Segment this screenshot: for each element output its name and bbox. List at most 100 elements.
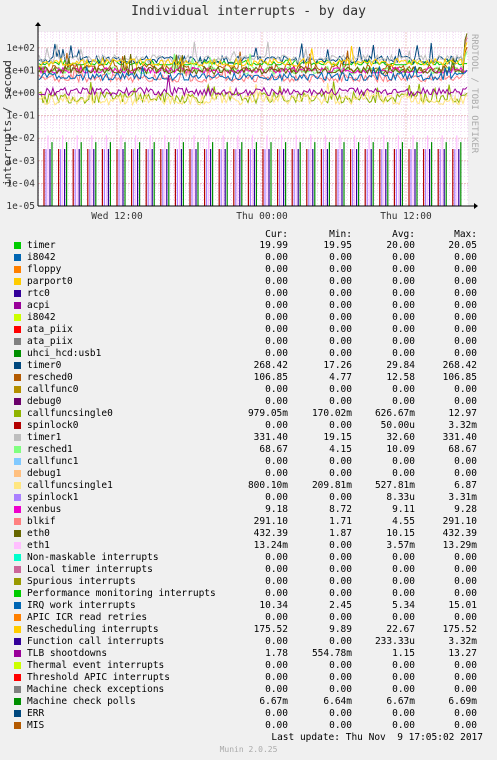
legend-name: resched0: [27, 372, 73, 383]
y-tick-label: 1e+00: [6, 88, 35, 99]
legend-row: ata_piix 0.00 0.00 0.00 0.00: [0, 336, 497, 348]
legend-row: callfuncsingle1 800.10m 209.81m 527.81m 6.87: [0, 480, 497, 492]
legend-row: IRQ work interrupts 10.34 2.45 5.34 15.01: [0, 600, 497, 612]
legend-min: 9.89: [329, 624, 352, 635]
legend-avg: 0.00: [392, 672, 415, 683]
legend-max: 0.00: [454, 576, 477, 587]
legend-swatch: [14, 458, 21, 465]
legend-cur: 268.42: [253, 360, 288, 371]
chart-title: Individual interrupts - by day: [131, 4, 366, 19]
legend-max: 175.52: [442, 624, 477, 635]
legend-cur: 0.00: [265, 660, 288, 671]
legend-avg: 0.00: [392, 552, 415, 563]
legend-max: 3.32m: [448, 420, 477, 431]
legend-max: 268.42: [442, 360, 477, 371]
legend-avg: 527.81m: [374, 480, 415, 491]
legend-name: TLB shootdowns: [27, 648, 108, 659]
legend-cur: 175.52: [253, 624, 288, 635]
legend-min: 1.87: [329, 528, 352, 539]
legend-name: timer0: [27, 360, 62, 371]
legend-avg: 0.00: [392, 288, 415, 299]
legend-swatch: [14, 278, 21, 285]
legend-min: 209.81m: [311, 480, 352, 491]
series-line: [38, 37, 468, 84]
legend-max: 432.39: [442, 528, 477, 539]
legend-row: Threshold APIC interrupts 0.00 0.00 0.00 0.0…: [0, 672, 497, 684]
legend-row: debug0 0.00 0.00 0.00 0.00: [0, 396, 497, 408]
x-tick-label: Wed 12:00: [91, 211, 143, 222]
legend-row: Rescheduling interrupts 175.52 9.89 22.67 17…: [0, 624, 497, 636]
legend-swatch: [14, 290, 21, 297]
legend-name: spinlock1: [27, 492, 79, 503]
series-line: [38, 81, 468, 105]
legend-min: 0.00: [329, 324, 352, 335]
legend-avg: 20.00: [386, 240, 415, 251]
legend-swatch: [14, 470, 21, 477]
legend-min: 0.00: [329, 468, 352, 479]
munin-version: Munin 2.0.25: [219, 745, 278, 754]
legend-swatch: [14, 722, 21, 729]
legend-swatch: [14, 614, 21, 621]
legend-name: Spurious interrupts: [27, 576, 136, 587]
legend-swatch: [14, 638, 21, 645]
legend-avg: 6.67m: [386, 696, 415, 707]
legend-max: 331.40: [442, 432, 477, 443]
series-line: [38, 66, 468, 83]
legend-cur: 0.00: [265, 672, 288, 683]
legend-min: 4.15: [329, 444, 352, 455]
legend-swatch: [14, 578, 21, 585]
legend-row: resched0 106.85 4.77 12.58 106.85: [0, 372, 497, 384]
legend-min: 0.00: [329, 660, 352, 671]
legend-max: 20.05: [448, 240, 477, 251]
legend-name: IRQ work interrupts: [27, 600, 136, 611]
legend-swatch: [14, 674, 21, 681]
legend-avg: 0.00: [392, 564, 415, 575]
series-spikes: [47, 135, 458, 206]
legend-swatch: [14, 362, 21, 369]
legend-cur: 0.00: [265, 636, 288, 647]
legend-row: timer1 331.40 19.15 32.60 331.40: [0, 432, 497, 444]
legend-min: 0.00: [329, 420, 352, 431]
legend-name: Local timer interrupts: [27, 564, 153, 575]
legend-row: resched1 68.67 4.15 10.09 68.67: [0, 444, 497, 456]
legend-swatch: [14, 590, 21, 597]
legend-row: floppy 0.00 0.00 0.00 0.00: [0, 264, 497, 276]
legend-avg: 0.00: [392, 468, 415, 479]
legend-cur: 979.05m: [247, 408, 288, 419]
x-tick-label: Thu 12:00: [380, 211, 432, 222]
legend-row: Function call interrupts 0.00 0.00 233.33u 3…: [0, 636, 497, 648]
y-tick-label: 1e-04: [6, 178, 35, 189]
legend-avg: 50.00u: [380, 420, 415, 431]
legend-cur: 0.00: [265, 552, 288, 563]
legend-cur: 10.34: [259, 600, 288, 611]
legend-name: acpi: [27, 300, 50, 311]
legend-min: 0.00: [329, 564, 352, 575]
legend-swatch: [14, 302, 21, 309]
legend-swatch: [14, 686, 21, 693]
legend-name: Rescheduling interrupts: [27, 624, 159, 635]
legend-min: 0.00: [329, 684, 352, 695]
legend-min: 0.00: [329, 576, 352, 587]
legend-min: 0.00: [329, 384, 352, 395]
legend-max: 291.10: [442, 516, 477, 527]
legend-swatch: [14, 494, 21, 501]
legend-min: 0.00: [329, 288, 352, 299]
y-axis-arrow: [35, 22, 41, 26]
legend-cur: 0.00: [265, 276, 288, 287]
legend-row: parport0 0.00 0.00 0.00 0.00: [0, 276, 497, 288]
legend-row: eth1 13.24m 0.00 3.57m 13.29m: [0, 540, 497, 552]
legend-swatch: [14, 446, 21, 453]
legend-swatch: [14, 338, 21, 345]
legend-min: 554.78m: [311, 648, 352, 659]
legend-name: timer: [27, 240, 56, 251]
legend-max: 0.00: [454, 672, 477, 683]
legend-row: eth0 432.39 1.87 10.15 432.39: [0, 528, 497, 540]
legend-min: 0.00: [329, 636, 352, 647]
y-tick-label: 1e-03: [6, 156, 35, 167]
legend-avg: 626.67m: [374, 408, 415, 419]
series-line: [38, 33, 468, 76]
legend-swatch: [14, 374, 21, 381]
legend-max: 0.00: [454, 336, 477, 347]
legend-max: 0.00: [454, 552, 477, 563]
legend-max: 13.27: [448, 648, 477, 659]
